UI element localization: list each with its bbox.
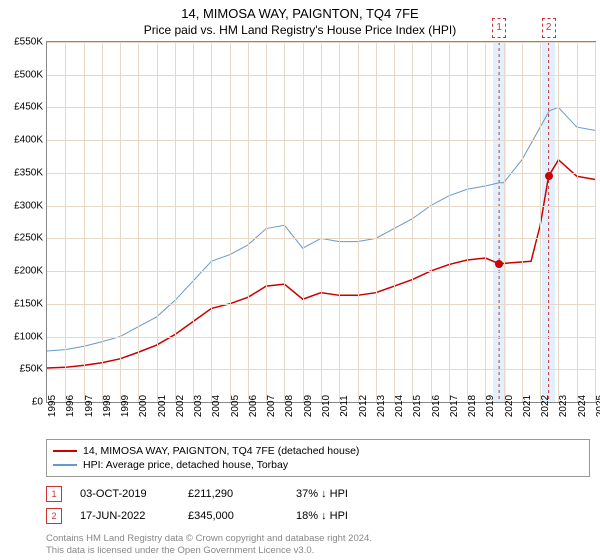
x-axis-label: 2008 [284, 395, 295, 417]
chart-subtitle: Price paid vs. HM Land Registry's House … [0, 21, 600, 41]
x-axis-label: 2013 [376, 395, 387, 417]
x-axis-label: 1996 [65, 395, 76, 417]
chart-container: 14, MIMOSA WAY, PAIGNTON, TQ4 7FE Price … [0, 0, 600, 560]
y-axis-label: £400K [14, 135, 43, 146]
row-price: £345,000 [188, 510, 278, 522]
row-marker: 1 [46, 486, 62, 502]
x-axis-label: 2018 [467, 395, 478, 417]
data-table: 1 03-OCT-2019 £211,290 37% ↓ HPI 2 17-JUN-202… [46, 483, 590, 527]
x-axis-label: 2015 [412, 395, 423, 417]
row-marker: 2 [46, 508, 62, 524]
legend-label: HPI: Average price, detached house, Torb… [83, 459, 288, 471]
x-axis-label: 1995 [47, 395, 58, 417]
y-axis-label: £200K [14, 266, 43, 277]
y-axis-label: £250K [14, 233, 43, 244]
row-date: 03-OCT-2019 [80, 488, 170, 500]
x-axis-label: 2022 [540, 395, 551, 417]
row-delta: 18% ↓ HPI [296, 510, 386, 522]
legend: 14, MIMOSA WAY, PAIGNTON, TQ4 7FE (detac… [46, 439, 590, 477]
y-axis-label: £500K [14, 69, 43, 80]
x-axis-label: 2016 [431, 395, 442, 417]
legend-row: HPI: Average price, detached house, Torb… [53, 458, 583, 472]
legend-row: 14, MIMOSA WAY, PAIGNTON, TQ4 7FE (detac… [53, 444, 583, 458]
legend-swatch [53, 464, 77, 466]
legend-label: 14, MIMOSA WAY, PAIGNTON, TQ4 7FE (detac… [83, 445, 359, 457]
x-axis-label: 2001 [157, 395, 168, 417]
x-axis-label: 2010 [321, 395, 332, 417]
y-axis-label: £0 [32, 397, 43, 408]
footer-line-2: This data is licensed under the Open Gov… [46, 545, 590, 557]
y-axis-label: £350K [14, 167, 43, 178]
x-axis-label: 2024 [577, 395, 588, 417]
x-axis-label: 2000 [138, 395, 149, 417]
x-axis-label: 2021 [522, 395, 533, 417]
chart-plot-area: 12£0£50K£100K£150K£200K£250K£300K£350K£4… [46, 41, 596, 403]
x-axis-label: 2009 [303, 395, 314, 417]
footer-attribution: Contains HM Land Registry data © Crown c… [46, 533, 590, 558]
footer-line-1: Contains HM Land Registry data © Crown c… [46, 533, 590, 545]
table-row: 1 03-OCT-2019 £211,290 37% ↓ HPI [46, 483, 590, 505]
x-axis-label: 2006 [248, 395, 259, 417]
x-axis-label: 2014 [394, 395, 405, 417]
x-axis-label: 2012 [358, 395, 369, 417]
data-point [495, 260, 503, 268]
y-axis-label: £50K [20, 364, 43, 375]
x-axis-label: 1999 [120, 395, 131, 417]
legend-swatch [53, 450, 77, 452]
x-axis-label: 2020 [504, 395, 515, 417]
marker-label: 2 [542, 18, 556, 38]
data-point [545, 172, 553, 180]
chart-title: 14, MIMOSA WAY, PAIGNTON, TQ4 7FE [0, 0, 600, 21]
x-axis-label: 1998 [102, 395, 113, 417]
row-price: £211,290 [188, 488, 278, 500]
x-axis-label: 2005 [230, 395, 241, 417]
x-axis-label: 2002 [175, 395, 186, 417]
row-delta: 37% ↓ HPI [296, 488, 386, 500]
x-axis-label: 2004 [211, 395, 222, 417]
x-axis-label: 2017 [449, 395, 460, 417]
row-date: 17-JUN-2022 [80, 510, 170, 522]
x-axis-label: 2023 [558, 395, 569, 417]
x-axis-label: 2003 [193, 395, 204, 417]
y-axis-label: £550K [14, 37, 43, 48]
x-axis-label: 1997 [84, 395, 95, 417]
y-axis-label: £150K [14, 298, 43, 309]
marker-label: 1 [492, 18, 506, 38]
y-axis-label: £300K [14, 200, 43, 211]
y-axis-label: £450K [14, 102, 43, 113]
x-axis-label: 2025 [595, 395, 600, 417]
x-axis-label: 2019 [485, 395, 496, 417]
x-axis-label: 2007 [266, 395, 277, 417]
x-axis-label: 2011 [339, 395, 350, 417]
table-row: 2 17-JUN-2022 £345,000 18% ↓ HPI [46, 505, 590, 527]
y-axis-label: £100K [14, 331, 43, 342]
